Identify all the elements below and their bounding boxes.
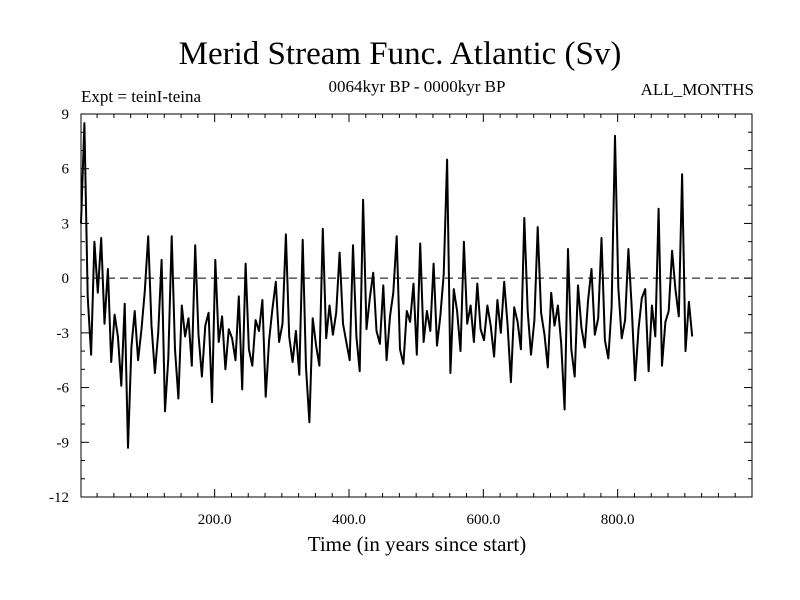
months-label: ALL_MONTHS: [640, 80, 754, 99]
x-axis-label: Time (in years since start): [308, 532, 527, 556]
y-tick-label: 6: [62, 162, 70, 178]
y-tick-label: 0: [62, 271, 70, 287]
x-axis: 200.0 400.0 600.0 800.0: [96, 114, 736, 528]
chart-subtitle: 0064kyr BP - 0000kyr BP: [328, 77, 506, 96]
y-tick-label: -12: [49, 490, 69, 506]
x-tick-label: 400.0: [332, 512, 366, 528]
x-tick-label: 600.0: [466, 512, 500, 528]
y-tick-label: -6: [57, 381, 70, 397]
x-tick-label: 800.0: [601, 512, 635, 528]
y-tick-label: -9: [57, 435, 70, 451]
series-line: [80, 122, 694, 449]
x-tick-label: 200.0: [198, 512, 232, 528]
y-tick-label: -3: [57, 326, 70, 342]
chart-title: Merid Stream Func. Atlantic (Sv): [178, 36, 622, 72]
y-tick-label: 9: [62, 107, 70, 123]
y-tick-label: 3: [62, 216, 70, 232]
y-axis: 9 6 3 0 -3 -6 -9 -12: [49, 107, 752, 506]
experiment-label: Expt = teinI-teina: [81, 87, 202, 106]
